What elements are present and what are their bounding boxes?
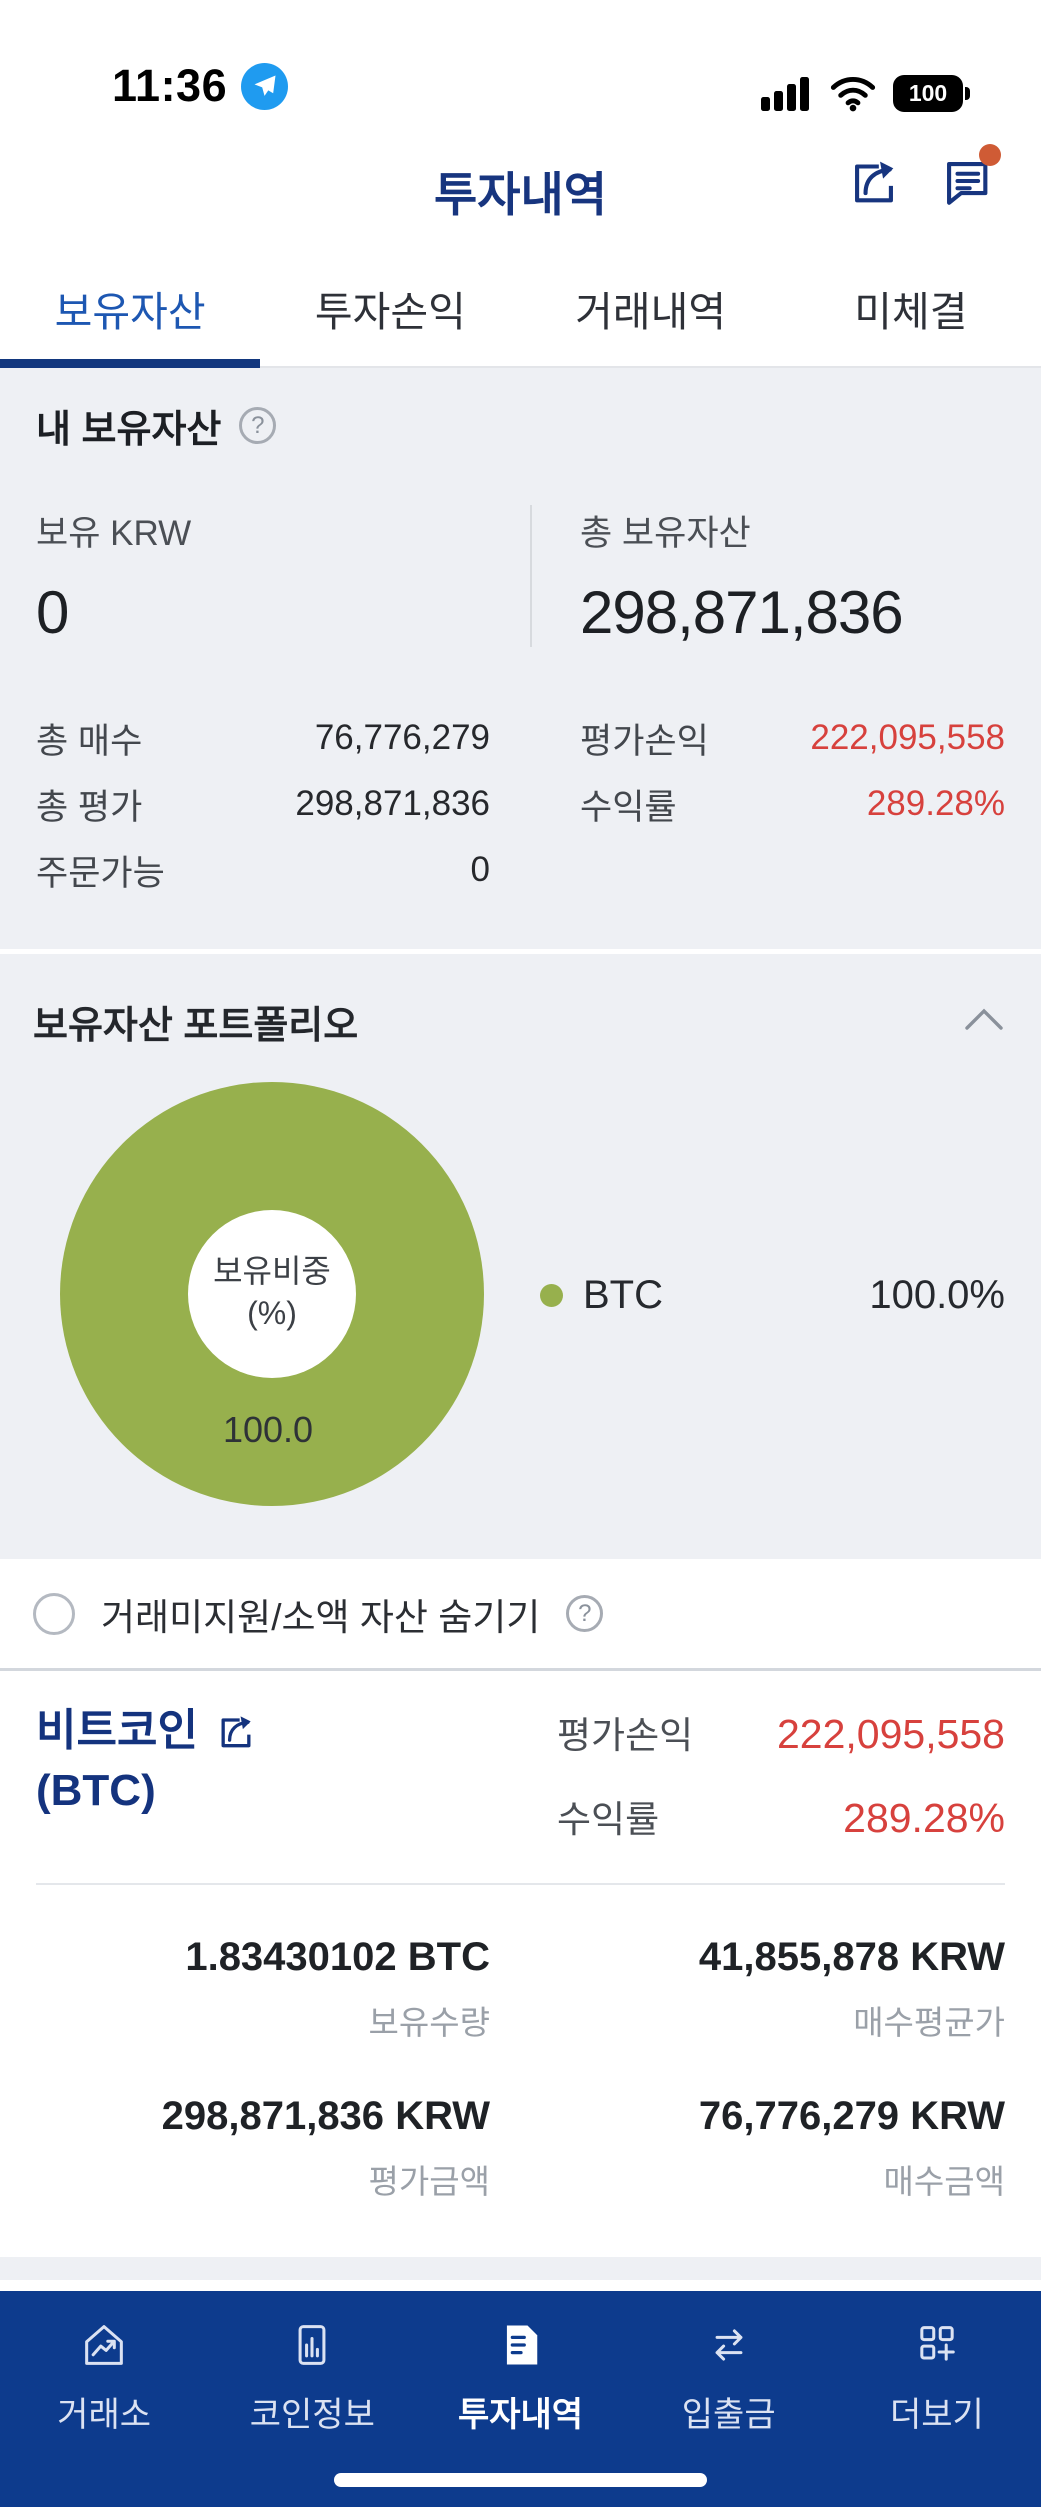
nav-label: 입출금	[681, 2396, 776, 2434]
assets-summary-section: 내 보유자산 ? 보유 KRW 0 총 보유자산 298,871,836 총 매…	[0, 368, 1041, 949]
nav-label: 거래소	[57, 2396, 152, 2434]
chart-legend-row: BTC 100.0%	[540, 1268, 1005, 1322]
coin-ticker: (BTC)	[36, 1766, 156, 1815]
portfolio-title: 보유자산 포트폴리오	[33, 1005, 359, 1047]
nav-label: 코인정보	[249, 2396, 375, 2434]
investments-document-icon	[495, 2317, 547, 2373]
coin-info-chart-icon	[286, 2317, 338, 2373]
hide-assets-label: 거래미지원/소액 자산 숨기기	[101, 1596, 541, 1638]
summary-row-valuation-pl: 평가손익 222,095,558	[580, 718, 1005, 761]
nav-label: 더보기	[889, 2396, 984, 2434]
total-assets-value: 298,871,836	[580, 579, 904, 646]
battery-icon: 100	[893, 75, 971, 112]
notices-chat-icon[interactable]	[937, 144, 1001, 210]
more-grid-plus-icon	[911, 2317, 963, 2373]
coin-valuation-pl-row: 평가손익 222,095,558	[557, 1711, 1005, 1757]
summary-row-total-valuation: 총 평가 298,871,836	[36, 784, 490, 827]
active-tab-underline	[0, 359, 260, 368]
avg-buy-price-cell: 41,855,878 KRW 매수평균가	[698, 1935, 1005, 2041]
coin-name-link[interactable]: 비트코인	[36, 1706, 198, 1755]
summary-section-title: 내 보유자산	[36, 409, 222, 451]
coin-yield-row: 수익률 289.28%	[557, 1795, 1005, 1841]
tab-open-orders[interactable]: 미체결	[854, 289, 968, 335]
page-header: 투자내역	[0, 130, 1041, 250]
battery-percent: 100	[908, 80, 948, 106]
nav-label: 투자내역	[457, 2396, 584, 2434]
vertical-divider	[530, 505, 532, 647]
krw-balance-label: 보유 KRW	[36, 514, 192, 553]
summary-row-total-buy: 총 매수 76,776,279	[36, 718, 490, 761]
bottom-nav: 거래소 코인정보 투자내역	[0, 2291, 1041, 2507]
section-divider	[0, 949, 1041, 954]
holding-quantity-cell: 1.83430102 BTC 보유수량	[185, 1935, 490, 2041]
nav-top-gap	[0, 2280, 1041, 2291]
share-icon[interactable]	[845, 152, 903, 210]
tab-trade-history[interactable]: 거래내역	[575, 289, 727, 335]
legend-asset-percent: 100.0%	[869, 1272, 1005, 1317]
wifi-icon	[829, 76, 877, 112]
portfolio-donut-chart: 보유비중 (%) 100.0	[60, 1082, 484, 1506]
summary-row-orderable: 주문가능 0	[36, 850, 490, 893]
hide-assets-row: 거래미지원/소액 자산 숨기기 ?	[0, 1559, 1041, 1671]
coin-details-divider	[36, 1883, 1005, 1885]
status-bar: 11:36	[0, 0, 1041, 130]
content-footer-strip	[0, 2257, 1041, 2280]
buy-amount-cell: 76,776,279 KRW 매수금액	[698, 2094, 1005, 2200]
hide-assets-help-icon[interactable]: ?	[566, 1595, 604, 1632]
tab-profit-loss[interactable]: 투자손익	[314, 289, 466, 335]
legend-asset-name: BTC	[583, 1272, 663, 1317]
donut-center-label-1: 보유비중	[213, 1253, 331, 1289]
donut-center-label-2: (%)	[247, 1295, 297, 1331]
notification-dot	[979, 144, 1001, 166]
help-icon[interactable]: ?	[239, 407, 277, 444]
cellular-signal-icon	[761, 76, 813, 111]
krw-balance-value: 0	[36, 579, 69, 646]
hide-assets-checkbox[interactable]	[33, 1592, 75, 1635]
donut-slice-label: 100.0	[223, 1409, 313, 1450]
location-share-icon	[241, 62, 289, 110]
coin-row-btc: 비트코인 (BTC) 평가손익 222,095,558 수익률 289.28%	[0, 1671, 1041, 1879]
portfolio-section: 보유자산 포트폴리오 보유비중 (%) 100.0 BTC 100.0%	[0, 954, 1041, 1559]
chevron-up-icon[interactable]	[963, 1006, 1005, 1032]
nav-item-more[interactable]: 더보기	[833, 2317, 1041, 2507]
exchange-house-chart-icon	[78, 2317, 130, 2373]
valuation-amount-cell: 298,871,836 KRW 평가금액	[161, 2094, 490, 2200]
summary-row-yield: 수익률 289.28%	[580, 784, 1005, 827]
transfer-arrows-icon	[703, 2317, 755, 2373]
page-title: 투자내역	[434, 168, 607, 221]
legend-color-dot	[540, 1283, 563, 1307]
home-indicator[interactable]	[334, 2473, 707, 2487]
total-assets-label: 총 보유자산	[580, 514, 751, 553]
tab-bar: 보유자산 투자손익 거래내역 미체결	[0, 250, 1041, 368]
nav-item-exchange[interactable]: 거래소	[0, 2317, 208, 2507]
coin-holdings-grid: 1.83430102 BTC 보유수량 41,855,878 KRW 매수평균가…	[0, 1885, 1041, 2257]
tab-holdings[interactable]: 보유자산	[54, 289, 206, 335]
coin-share-icon[interactable]	[214, 1709, 258, 1753]
status-time: 11:36	[112, 60, 228, 111]
